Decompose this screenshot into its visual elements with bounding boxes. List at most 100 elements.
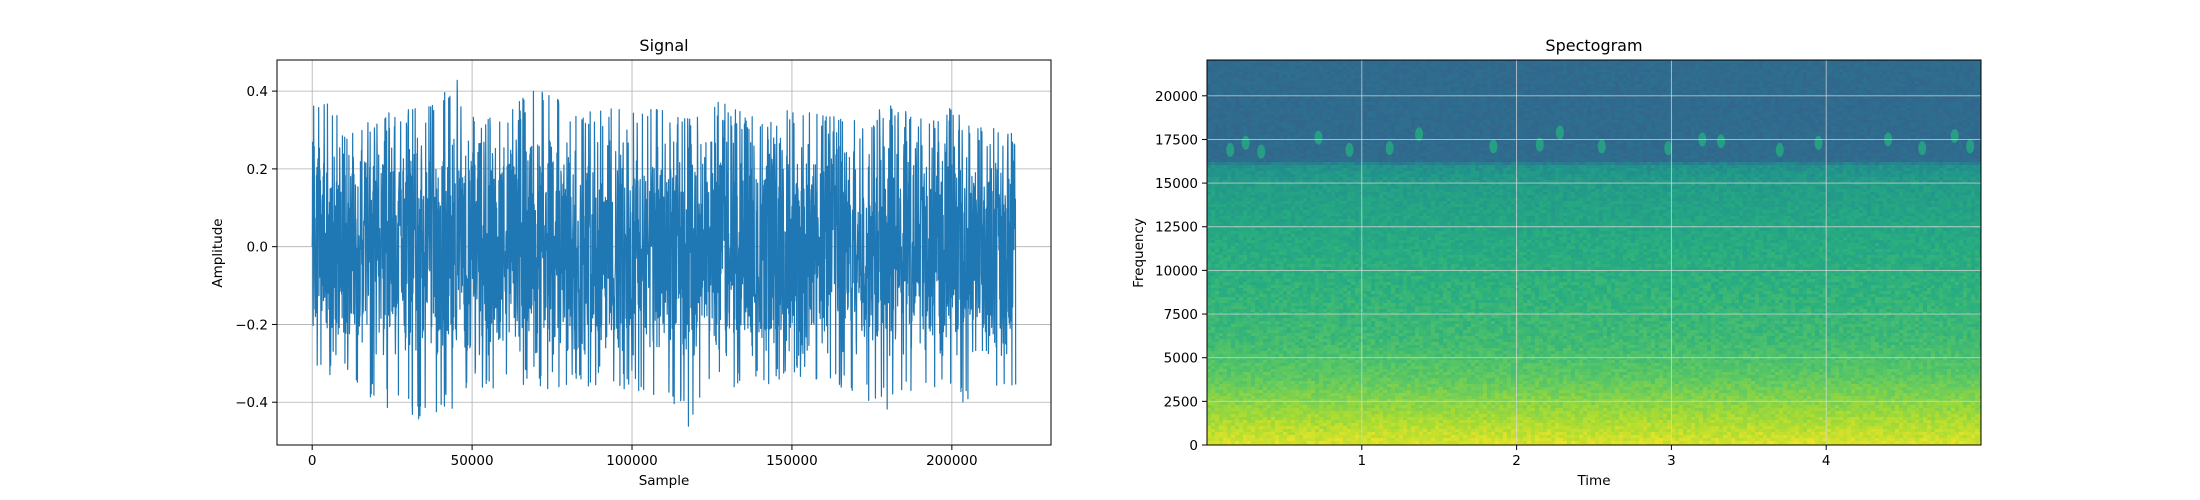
spectrogram-cell: [1259, 66, 1264, 70]
spectrogram-cell: [1631, 123, 1636, 127]
spectrogram-cell: [1363, 99, 1368, 103]
spectrogram-cell: [1347, 78, 1352, 82]
spectrogram-cell: [1615, 81, 1620, 85]
spectrogram-cell: [1327, 87, 1332, 91]
spectrogram-cell: [1919, 96, 1924, 100]
spectrogram-cell: [1531, 132, 1536, 136]
spectrogram-cell: [1255, 63, 1260, 67]
spectrogram-cell: [1643, 78, 1648, 82]
spectrogram-cell: [1271, 78, 1276, 82]
spectrogram-cell: [1263, 99, 1268, 103]
spectrogram-cell: [1487, 84, 1492, 88]
spectrogram-cell: [1971, 114, 1976, 118]
spectrogram-cell: [1663, 108, 1668, 112]
spectrogram-cell: [1511, 135, 1516, 139]
spectrogram-cell: [1859, 69, 1864, 73]
spectrogram-cell: [1971, 123, 1976, 127]
spectrogram-cell: [1207, 114, 1212, 118]
spectrogram-cell: [1347, 129, 1352, 133]
spectrogram-cell: [1531, 69, 1536, 73]
spectrogram-cell: [1219, 120, 1224, 124]
spectrogram-cell: [1775, 114, 1780, 118]
spectrogram-cell: [1747, 102, 1752, 106]
spectrogram-cell: [1291, 96, 1296, 100]
spectrogram-cell: [1815, 120, 1820, 124]
spectrogram-cell: [1771, 90, 1776, 94]
spectrogram-cell: [1339, 117, 1344, 121]
spectrogram-cell: [1523, 63, 1528, 67]
spectrogram-cell: [1867, 123, 1872, 127]
spectrogram-cell: [1411, 120, 1416, 124]
spectrogram-cell: [1227, 75, 1232, 79]
spectrogram-cell: [1207, 120, 1212, 124]
spectrogram-cell: [1763, 126, 1768, 130]
spectrogram-cell: [1503, 93, 1508, 97]
spectrogram-cell: [1655, 99, 1660, 103]
spectrogram-cell: [1635, 93, 1640, 97]
spectrogram-cell: [1731, 72, 1736, 76]
spectrogram-cell: [1915, 93, 1920, 97]
spectrogram-cell: [1259, 135, 1264, 139]
spectrogram-cell: [1383, 102, 1388, 106]
spectrogram-cell: [1755, 81, 1760, 85]
spectrogram-cell: [1411, 96, 1416, 100]
spectrogram-cell: [1351, 105, 1356, 109]
spectrogram-cell: [1419, 108, 1424, 112]
spectrogram-cell: [1827, 78, 1832, 82]
spectrogram-cell: [1363, 129, 1368, 133]
spectrogram-cell: [1487, 99, 1492, 103]
spectrogram-cell: [1967, 105, 1972, 109]
spectrogram-cell: [1339, 111, 1344, 115]
spectrogram-cell: [1447, 60, 1452, 64]
spectrogram-cell: [1499, 102, 1504, 106]
spectrogram-cell: [1467, 99, 1472, 103]
spectrogram-cell: [1771, 87, 1776, 91]
spectrogram-cell: [1871, 126, 1876, 130]
spectrogram-cell: [1951, 126, 1956, 130]
spectrogram-cell: [1599, 93, 1604, 97]
spectrogram-cell: [1207, 99, 1212, 103]
spectrogram-cell: [1491, 105, 1496, 109]
spectrogram-cell: [1507, 90, 1512, 94]
spectrogram-cell: [1567, 69, 1572, 73]
spectrogram-cell: [1315, 66, 1320, 70]
spectrogram-cell: [1711, 102, 1716, 106]
spectrogram-cell: [1727, 117, 1732, 121]
spectrogram-cell: [1859, 78, 1864, 82]
spectrogram-cell: [1427, 123, 1432, 127]
spectrogram-cell: [1379, 105, 1384, 109]
spectrogram-cell: [1935, 132, 1940, 136]
spectrogram-cell: [1775, 120, 1780, 124]
spectrogram-cell: [1231, 132, 1236, 136]
spectrogram-cell: [1511, 108, 1516, 112]
spectrogram-cell: [1831, 105, 1836, 109]
spectrogram-cell: [1371, 111, 1376, 115]
spectrogram-cell: [1643, 129, 1648, 133]
spectrogram-cell: [1915, 96, 1920, 100]
spectrogram-cell: [1231, 75, 1236, 79]
spectrogram-cell: [1255, 96, 1260, 100]
spectrogram-cell: [1759, 69, 1764, 73]
spectrogram-cell: [1591, 114, 1596, 118]
spectrogram-cell: [1555, 69, 1560, 73]
spectrogram-cell: [1687, 84, 1692, 88]
spectrogram-cell: [1371, 75, 1376, 79]
spectrogram-cell: [1647, 99, 1652, 103]
spectrogram-cell: [1251, 66, 1256, 70]
spectrogram-cell: [1799, 60, 1804, 64]
spectrogram-cell: [1831, 129, 1836, 133]
spectrogram-cell: [1775, 93, 1780, 97]
spectrogram-cell: [1407, 102, 1412, 106]
spectrogram-cell: [1935, 90, 1940, 94]
spectrogram-cell: [1415, 126, 1420, 130]
spectrogram-cell: [1939, 78, 1944, 82]
spectrogram-cell: [1311, 99, 1316, 103]
spectrogram-cell: [1911, 123, 1916, 127]
spectrogram-cell: [1863, 114, 1868, 118]
spectrogram-cell: [1395, 81, 1400, 85]
spectrogram-cell: [1975, 129, 1980, 133]
spectrogram-cell: [1611, 114, 1616, 118]
spectrogram-cell: [1751, 81, 1756, 85]
spectrogram-cell: [1619, 123, 1624, 127]
spectrogram-cell: [1507, 120, 1512, 124]
